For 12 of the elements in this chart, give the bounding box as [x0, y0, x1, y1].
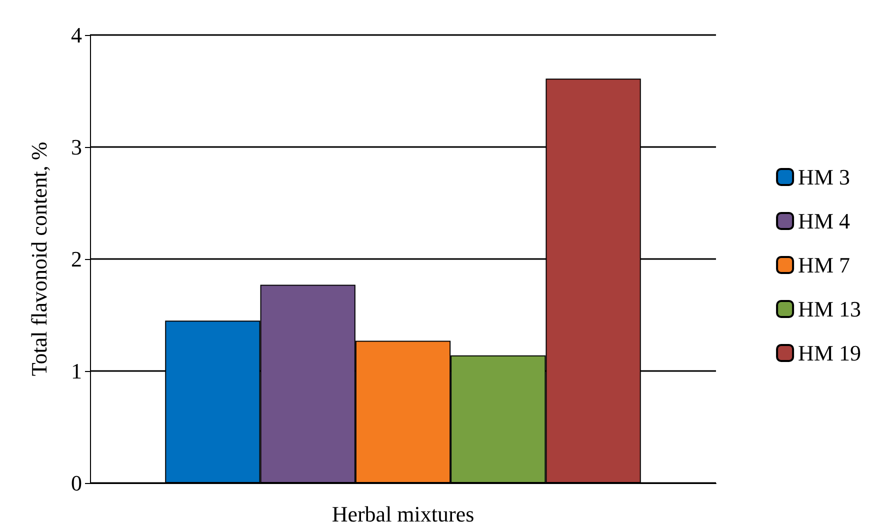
y-axis-title: Total flavonoid content, %	[26, 142, 52, 376]
y-tick-label: 0	[71, 470, 82, 496]
x-axis-title: Herbal mixtures	[332, 502, 474, 526]
legend-label: HM 7	[798, 252, 850, 278]
legend-label: HM 13	[798, 296, 862, 322]
y-tick-label: 1	[71, 358, 82, 384]
legend-label: HM 3	[798, 164, 850, 190]
y-tick-label: 4	[71, 22, 82, 48]
legend-label: HM 4	[798, 208, 850, 234]
y-tick-label: 2	[71, 246, 82, 272]
legend-label: HM 19	[798, 340, 862, 366]
y-tick-label: 3	[71, 134, 82, 160]
